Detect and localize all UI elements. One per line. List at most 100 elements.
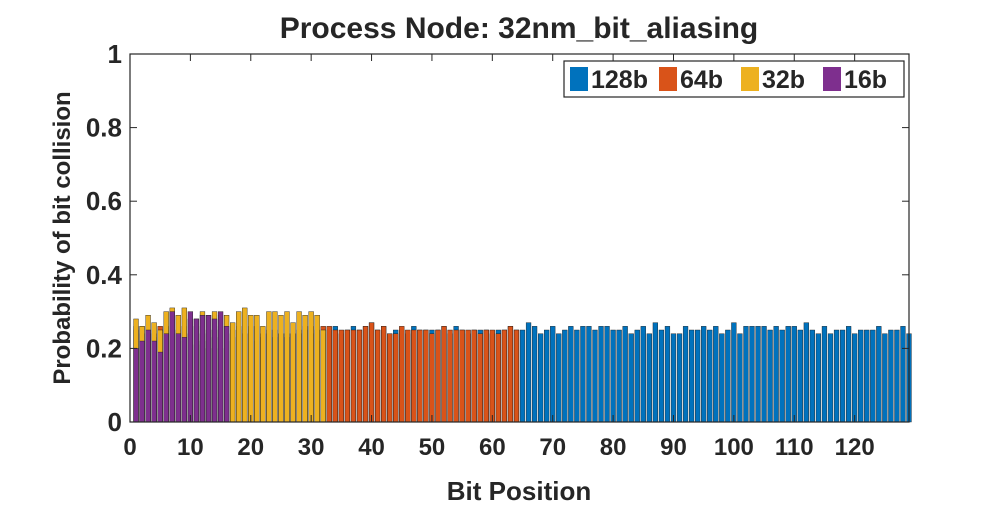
bar-64b-bit-39	[362, 326, 369, 423]
legend: 128b 64b 32b 16b	[563, 60, 905, 98]
bar-128b-bit-106	[767, 329, 773, 423]
bar-128b-bit-116	[827, 333, 834, 423]
bar-128b-bit-79	[604, 326, 610, 423]
bar-128b-bit-117	[833, 329, 840, 423]
bar-128b-bit-81	[616, 329, 622, 423]
bar-128b-bit-103	[749, 326, 755, 423]
bar-128b-bit-123	[870, 329, 876, 423]
bar-64b-bit-55	[459, 329, 465, 423]
bar-16b-bit-15	[217, 311, 224, 423]
bar-128b-bit-87	[652, 322, 658, 423]
bar-128b-bit-91	[676, 333, 683, 423]
bar-16b-bit-9	[181, 337, 187, 423]
bar-64b-bit-35	[338, 329, 344, 423]
legend-label-128b: 128b	[591, 66, 648, 94]
bar-64b-bit-43	[387, 333, 393, 423]
bar-128b-bit-95	[701, 326, 707, 423]
bar-128b-bit-128	[900, 326, 906, 423]
bar-128b-bit-99	[725, 329, 731, 423]
bar-16b-bit-8	[175, 333, 181, 423]
bar-128b-bit-65	[519, 329, 526, 423]
x-tick-label-60: 60	[479, 434, 506, 461]
bar-128b-bit-66	[525, 322, 532, 423]
bar-128b-bit-109	[785, 326, 791, 423]
bar-64b-bit-62	[501, 329, 508, 423]
bar-128b-bit-94	[695, 329, 701, 423]
y-tick-label-1: 1	[108, 39, 122, 69]
bar-32b-bit-31	[314, 315, 320, 423]
bar-128b-bit-93	[688, 329, 695, 423]
bar-64b-bit-61	[495, 333, 501, 423]
bar-16b-bit-7	[169, 311, 175, 423]
plot-frame	[129, 53, 910, 423]
bar-64b-bit-52	[441, 326, 447, 423]
bars-layer	[133, 307, 912, 423]
bar-64b-bit-51	[435, 329, 441, 423]
bar-64b-bit-34	[332, 329, 338, 423]
x-tick-label-70: 70	[539, 434, 566, 461]
bar-128b-bit-97	[713, 326, 719, 423]
ticks-layer: 0 10 20 30 40 50 60 70 80 90 100 110 120 0 0.2 0.4 0.6 0.…	[86, 39, 909, 461]
x-tick-label-110: 110	[775, 434, 814, 461]
bar-16b-bit-4	[151, 340, 157, 423]
bar-128b-bit-80	[610, 329, 616, 423]
bar-128b-bit-92	[682, 326, 689, 423]
bar-128b-bit-76	[586, 326, 592, 423]
bar-32b-bit-27	[290, 322, 296, 423]
bar-128b-bit-90	[670, 333, 677, 423]
bar-128b-bit-104	[755, 326, 761, 423]
bar-64b-bit-63	[507, 326, 514, 423]
legend-label-16b: 16b	[844, 66, 887, 94]
bar-128b-bit-96	[707, 329, 713, 423]
legend-label-32b: 32b	[762, 66, 805, 94]
bar-128b-bit-74	[574, 329, 580, 423]
x-tick-label-0: 0	[123, 434, 136, 461]
bar-64b-bit-38	[356, 329, 363, 423]
bar-64b-bit-49	[423, 329, 429, 423]
bar-128b-bit-125	[882, 333, 888, 423]
y-tick-label-0.6: 0.6	[86, 186, 122, 216]
bar-128b-bit-121	[858, 329, 864, 423]
bar-128b-bit-126	[888, 329, 894, 423]
legend-swatch-64b	[659, 67, 677, 91]
bar-128b-bit-89	[664, 326, 671, 423]
bar-128b-bit-111	[797, 329, 803, 423]
legend-swatch-128b	[570, 67, 588, 91]
bar-128b-bit-86	[646, 333, 652, 423]
bar-32b-bit-21	[254, 315, 260, 423]
bar-32b-bit-23	[266, 311, 272, 423]
x-tick-label-100: 100	[714, 434, 754, 461]
bar-128b-bit-120	[852, 333, 858, 423]
bar-16b-bit-16	[223, 326, 230, 423]
bar-128b-bit-72	[562, 329, 568, 423]
x-tick-label-40: 40	[358, 434, 385, 461]
bar-32b-bit-28	[296, 311, 302, 423]
chart-title: Process Node: 32nm_bit_aliasing	[280, 12, 759, 45]
bar-32b-bit-22	[260, 326, 266, 423]
bar-32b-bit-24	[272, 311, 278, 423]
bar-128b-bit-102	[743, 326, 749, 423]
bar-32b-bit-17	[230, 322, 236, 423]
bar-64b-bit-53	[447, 329, 453, 423]
bar-32b-bit-18	[236, 311, 242, 423]
y-tick-label-0.8: 0.8	[86, 113, 122, 143]
bar-128b-bit-113	[809, 329, 815, 423]
bar-128b-bit-118	[839, 329, 846, 423]
bar-128b-bit-67	[531, 326, 538, 423]
bar-64b-bit-50	[429, 333, 435, 423]
bar-32b-bit-29	[302, 315, 308, 423]
bar-64b-bit-64	[513, 329, 520, 423]
bar-32b-bit-25	[278, 315, 284, 423]
bar-128b-bit-101	[737, 333, 743, 423]
bar-128b-bit-114	[815, 333, 822, 423]
bar-128b-bit-119	[846, 326, 852, 423]
bar-128b-bit-77	[592, 329, 598, 423]
bar-64b-bit-45	[399, 326, 405, 423]
bar-64b-bit-56	[465, 329, 471, 423]
y-tick-label-0.2: 0.2	[86, 333, 122, 363]
bar-64b-bit-33	[326, 326, 332, 423]
x-tick-label-30: 30	[298, 434, 325, 461]
y-tick-label-0: 0	[108, 407, 122, 437]
